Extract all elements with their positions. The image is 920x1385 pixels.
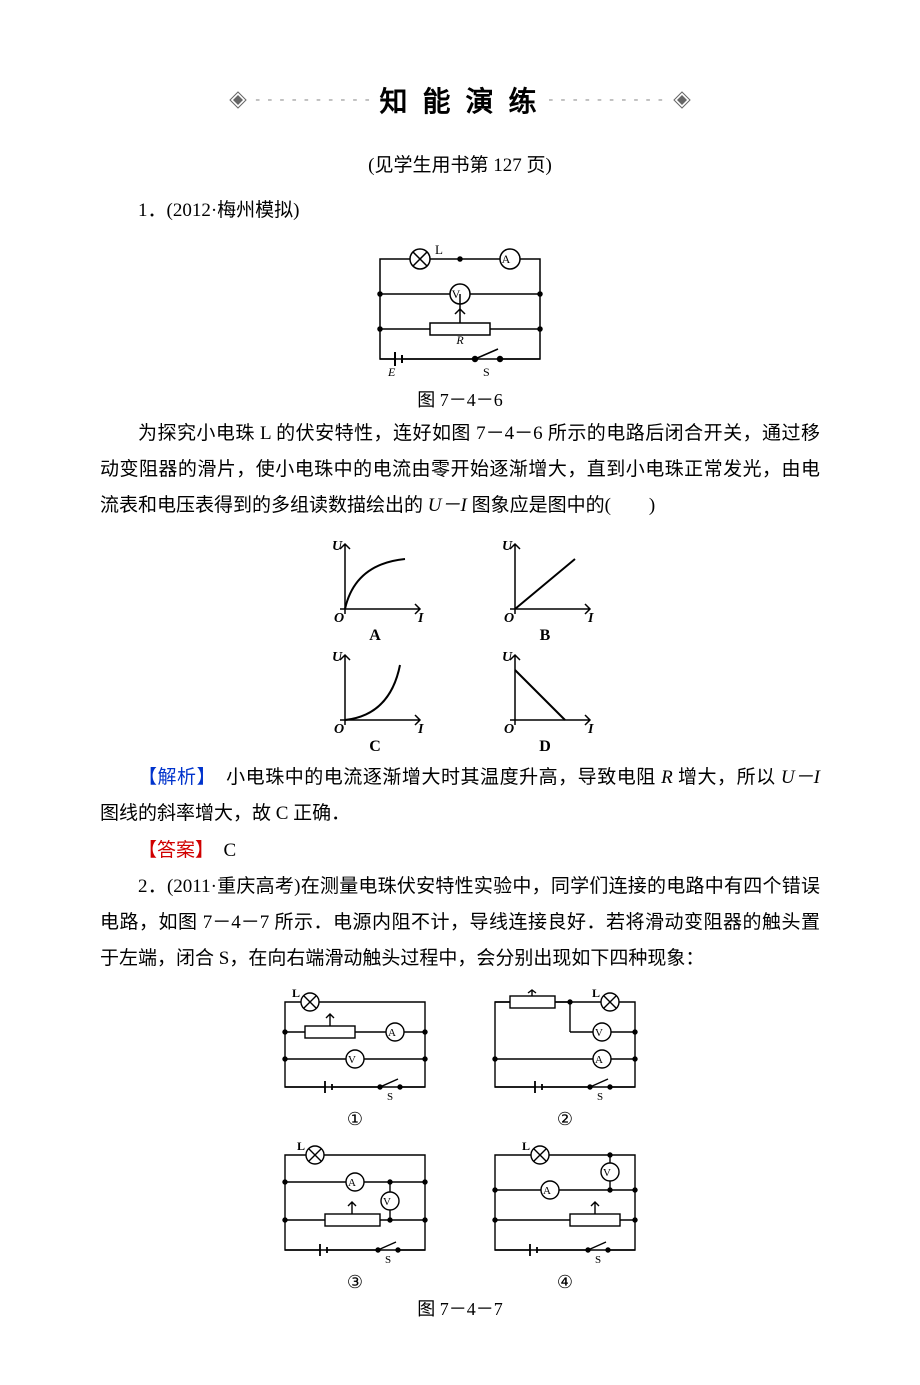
meter-A-icon: A bbox=[595, 1054, 603, 1066]
graph-label-A: A bbox=[320, 627, 430, 645]
meter-A-icon: A bbox=[502, 252, 511, 266]
q1-circuit-figure: L A V R E S 图 7－4－6 bbox=[100, 239, 820, 412]
label-S: S bbox=[385, 1254, 391, 1265]
label-S: S bbox=[597, 1091, 603, 1102]
banner-inner: - - - - - - - - - - 知 能 演 练 - - - - - - … bbox=[229, 80, 690, 120]
axis-I: I bbox=[587, 722, 594, 735]
page: - - - - - - - - - - 知 能 演 练 - - - - - - … bbox=[0, 0, 920, 1385]
q1-analysis-pre: 小电珠中的电流逐渐增大时其温度升高，导致电阻 bbox=[207, 767, 661, 788]
axis-U: U bbox=[502, 650, 513, 665]
q1-answer: 【答案】 C bbox=[100, 833, 820, 869]
axis-U: U bbox=[332, 539, 343, 554]
graph-B: U I O B bbox=[490, 534, 600, 645]
label-L: L bbox=[297, 1140, 305, 1153]
axis-I: I bbox=[587, 611, 594, 624]
graph-C: U I O C bbox=[320, 645, 430, 756]
banner-title: 知 能 演 练 bbox=[379, 80, 540, 120]
title-banner: - - - - - - - - - - 知 能 演 练 - - - - - - … bbox=[100, 80, 820, 120]
q1-body-l1: 为探究小电珠 L 的伏安特性，连好如图 7－4－6 所示的电路后闭合开关，通 bbox=[138, 423, 782, 444]
graph-label-D: D bbox=[490, 738, 600, 756]
axis-O: O bbox=[504, 611, 514, 624]
banner-dash-right: - - - - - - - - - - bbox=[549, 92, 665, 108]
graph-row-1: U I O A U I O B bbox=[100, 534, 820, 645]
circ-row-1: L A V S ① bbox=[100, 987, 820, 1130]
label-S: S bbox=[483, 365, 490, 379]
q2-fig-caption: 图 7－4－7 bbox=[100, 1295, 820, 1321]
q1-body: 为探究小电珠 L 的伏安特性，连好如图 7－4－6 所示的电路后闭合开关，通过移… bbox=[100, 416, 820, 524]
q1-analysis-post: 图线的斜率增大，故 C 正确． bbox=[100, 803, 350, 824]
meter-A-icon: A bbox=[543, 1185, 551, 1197]
q1-graphs: U I O A U I O B bbox=[100, 534, 820, 756]
axis-U: U bbox=[502, 539, 513, 554]
meter-V-icon: V bbox=[603, 1167, 611, 1179]
graph-D: U I O D bbox=[490, 645, 600, 756]
q1-analysis-mid: 增大，所以 bbox=[673, 767, 781, 788]
label-R: R bbox=[455, 333, 464, 347]
analysis-label: 【解析】 bbox=[138, 767, 207, 788]
q1-analysis-R: R bbox=[661, 767, 673, 788]
q1-body-UI: U－I bbox=[428, 495, 467, 516]
axis-O: O bbox=[504, 722, 514, 735]
label-L: L bbox=[292, 987, 300, 1000]
answer-label: 【答案】 bbox=[138, 840, 205, 861]
q1-fig-caption: 图 7－4－6 bbox=[100, 386, 820, 412]
circ-num-4: ④ bbox=[480, 1272, 650, 1293]
axis-I: I bbox=[417, 722, 424, 735]
q1-source: 1．(2012·梅州模拟) bbox=[100, 193, 820, 229]
q1-analysis: 【解析】 小电珠中的电流逐渐增大时其温度升高，导致电阻 R 增大，所以 U－I … bbox=[100, 760, 820, 832]
circuit-7-4-6: L A V R E S bbox=[360, 239, 560, 379]
circuit-4: L V A S ④ bbox=[480, 1140, 650, 1293]
meter-V-icon: V bbox=[348, 1054, 356, 1066]
axis-O: O bbox=[334, 722, 344, 735]
circ-num-1: ① bbox=[270, 1109, 440, 1130]
subtitle: (见学生用书第 127 页) bbox=[100, 150, 820, 177]
q2-body: 2．(2011·重庆高考)在测量电珠伏安特性实验中，同学们连接的电路中有四个错误… bbox=[100, 869, 820, 977]
q2-circuits: L A V S ① bbox=[100, 987, 820, 1321]
meter-A-icon: A bbox=[348, 1177, 356, 1189]
label-L: L bbox=[592, 987, 600, 1000]
circ-num-3: ③ bbox=[270, 1272, 440, 1293]
axis-I: I bbox=[417, 611, 424, 624]
meter-V-icon: V bbox=[595, 1027, 603, 1039]
circ-row-2: L A V S ③ bbox=[100, 1140, 820, 1293]
label-L: L bbox=[522, 1140, 530, 1153]
label-E: E bbox=[387, 365, 396, 379]
label-L: L bbox=[435, 242, 443, 257]
diamond-right-icon bbox=[673, 91, 691, 109]
q1-answer-text: C bbox=[205, 840, 237, 861]
graph-A: U I O A bbox=[320, 534, 430, 645]
axis-U: U bbox=[332, 650, 343, 665]
circuit-1: L A V S ① bbox=[270, 987, 440, 1130]
circuit-2: L V A S ② bbox=[480, 987, 650, 1130]
circ-num-2: ② bbox=[480, 1109, 650, 1130]
q2-l1: 2．(2011·重庆高考)在测量电珠伏安特性实验中，同学们连接的电路中有四个 bbox=[138, 876, 782, 897]
q1-body-l3-post: 图象应是图中的( ) bbox=[467, 495, 655, 516]
graph-label-B: B bbox=[490, 627, 600, 645]
axis-O: O bbox=[334, 611, 344, 624]
meter-V-icon: V bbox=[452, 287, 461, 301]
diamond-left-icon bbox=[229, 91, 247, 109]
graph-label-C: C bbox=[320, 738, 430, 756]
banner-dash-left: - - - - - - - - - - bbox=[255, 92, 371, 108]
graph-row-2: U I O C U I O D bbox=[100, 645, 820, 756]
label-S: S bbox=[595, 1254, 601, 1265]
meter-V-icon: V bbox=[383, 1196, 391, 1208]
label-S: S bbox=[387, 1091, 393, 1102]
meter-A-icon: A bbox=[388, 1027, 396, 1039]
circuit-3: L A V S ③ bbox=[270, 1140, 440, 1293]
q1-analysis-UI: U－I bbox=[781, 767, 820, 788]
